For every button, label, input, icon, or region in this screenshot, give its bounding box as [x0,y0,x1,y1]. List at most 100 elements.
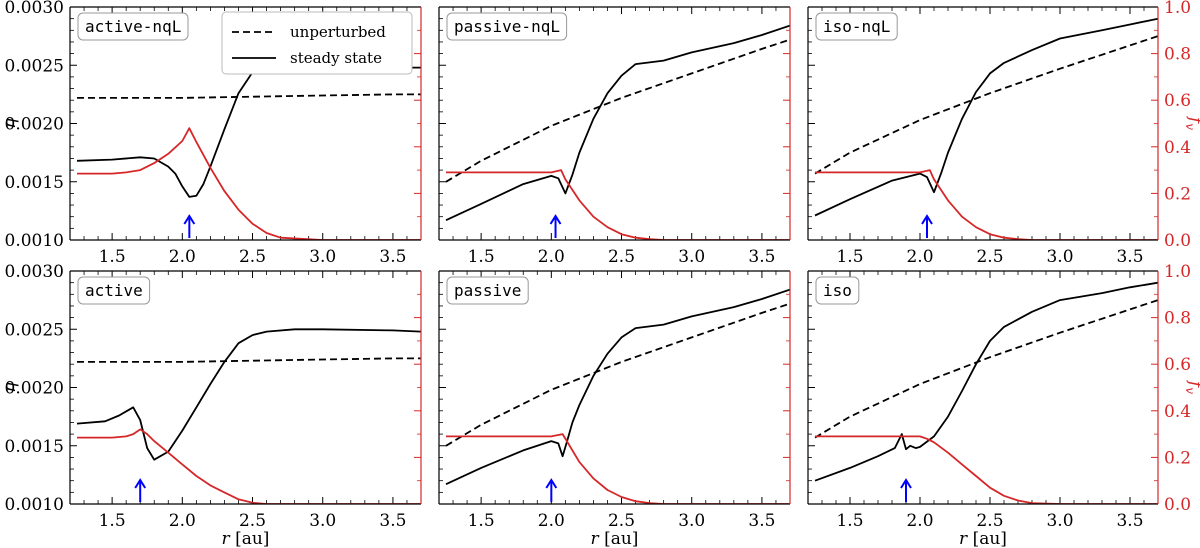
arrow-marker [545,478,558,502]
series-group [76,64,421,240]
y-axis-title: η [0,382,20,393]
x-tick-label: 3.0 [309,247,336,267]
x-axis-var: r [591,529,600,548]
y-tick-label: 0.0010 [5,495,64,515]
series-line-steady-state [814,281,1158,482]
y-right-axis-var: f [1185,115,1200,126]
x-tick-label: 2.5 [239,247,266,267]
panel-label: iso-nqL [823,17,890,36]
y-right-tick-label: 1.0 [1164,0,1191,18]
panel-label: passive-nqL [454,17,560,36]
x-tick-label: 1.5 [836,511,863,531]
x-axis-unit: [au] [599,529,639,548]
y-right-tick-label: 0.6 [1164,91,1191,111]
x-tick-label: 1.5 [468,247,495,267]
x-tick-label: 3.5 [1116,511,1143,531]
panel-passive: 1.5 2.0 2.5 3.0 3.5 passive r [au] [438,270,791,548]
y-right-tick-label: 0.6 [1164,355,1191,375]
y-right-axis-sub: v [1183,387,1197,394]
x-tick-label: 3.0 [309,511,336,531]
panel-label-box [446,276,529,305]
y-right-axis-title: fv [1183,379,1200,394]
x-tick-label: 2.0 [538,511,565,531]
x-tick-label: 3.5 [1116,247,1143,267]
x-tick-label: 1.5 [836,247,863,267]
y-right-axis-title: fv [1183,115,1200,130]
x-tick-label: 2.5 [608,511,635,531]
panel-active-nqL: 1.5 2.0 2.5 3.0 3.5 0.0010 0.0015 0.0020 0.0025 0… [0,0,422,267]
panel-label-box [77,12,189,41]
series-line-steady-state [76,64,421,198]
x-tick-label: 2.0 [169,511,196,531]
y-tick-label: 0.0020 [5,115,64,135]
x-tick-label: 2.0 [906,247,933,267]
x-tick-label: 2.5 [976,511,1003,531]
panel-label: iso [823,281,852,300]
series-line-steady-state [445,288,790,486]
panel-label: active [85,281,143,300]
panel-label: passive [454,281,521,300]
x-axis-unit: [au] [967,529,1007,548]
legend: unperturbed steady state [221,11,413,75]
arrow-marker [134,478,147,502]
x-tick-label: 3.5 [379,511,406,531]
series-line-fv [815,169,1158,240]
x-tick-label: 1.5 [468,511,495,531]
x-tick-label: 1.5 [99,247,126,267]
series-line-steady-state [445,24,790,222]
arrow-marker [921,214,933,238]
y-right-tick-label: 0.8 [1164,309,1191,329]
y-right-tick-label: 0.0 [1164,495,1191,515]
series-line-unperturbed [814,299,1158,439]
series-group [814,281,1158,504]
panel-label-box [815,276,860,305]
panel-iso-nqL: 1.5 2.0 2.5 3.0 3.5 0.0 0.2 0.4 0.6 0.8 1.0 iso-nqL… [807,0,1200,267]
series-group [445,24,790,240]
series-line-unperturbed [77,357,421,363]
panel-label: active-nqL [85,17,181,36]
panel-label-box [446,12,568,41]
x-tick-label: 3.5 [379,247,406,267]
y-right-tick-label: 0.2 [1164,448,1191,468]
y-right-tick-label: 0.8 [1164,45,1191,65]
panel-label-box [815,12,898,41]
panel-iso: 1.5 2.0 2.5 3.0 3.5 0.0 0.2 0.4 0.6 0.8 1.0 iso r [a… [807,262,1200,548]
y-right-axis-sub: v [1183,123,1197,130]
series-line-unperturbed [445,38,790,183]
panel-active: 1.5 2.0 2.5 3.0 3.5 0.0010 0.0015 0.0020 0.0025 0… [0,262,422,548]
y-tick-label: 0.0010 [5,231,64,251]
x-axis-title: r [au] [222,529,270,548]
series-line-fv [446,169,790,240]
legend-label-unperturbed: unperturbed [290,23,386,41]
y-right-tick-label: 0.4 [1164,138,1191,158]
series-line-unperturbed [445,302,790,447]
y-tick-label: 0.0030 [5,262,64,282]
x-tick-label: 3.0 [1046,511,1073,531]
arrow-marker [183,214,196,238]
x-tick-label: 3.0 [678,247,705,267]
legend-label-steady: steady state [290,49,382,67]
series-line-fv [77,127,421,240]
x-tick-label: 2.5 [976,247,1003,267]
x-tick-label: 3.5 [748,511,775,531]
x-tick-label: 2.5 [608,247,635,267]
series-line-fv [815,435,1158,504]
series-line-unperturbed [77,93,421,99]
x-tick-label: 3.0 [1046,247,1073,267]
x-tick-label: 1.5 [99,511,126,531]
y-right-axis-var: f [1185,379,1200,390]
arrow-marker [900,478,912,502]
y-tick-label: 0.0025 [5,56,64,76]
y-axis-title: η [0,118,20,129]
arrow-marker [549,214,562,238]
x-tick-label: 2.0 [538,247,565,267]
series-line-fv [77,428,421,504]
y-right-tick-label: 1.0 [1164,262,1191,282]
x-axis-var: r [222,529,231,548]
panel-passive-nqL: 1.5 2.0 2.5 3.0 3.5 passive-nqL [438,6,791,267]
series-line-unperturbed [814,35,1158,175]
panel-label-box [77,276,151,305]
y-tick-label: 0.0020 [5,379,64,399]
x-tick-label: 2.0 [906,511,933,531]
series-line-fv [446,433,790,504]
